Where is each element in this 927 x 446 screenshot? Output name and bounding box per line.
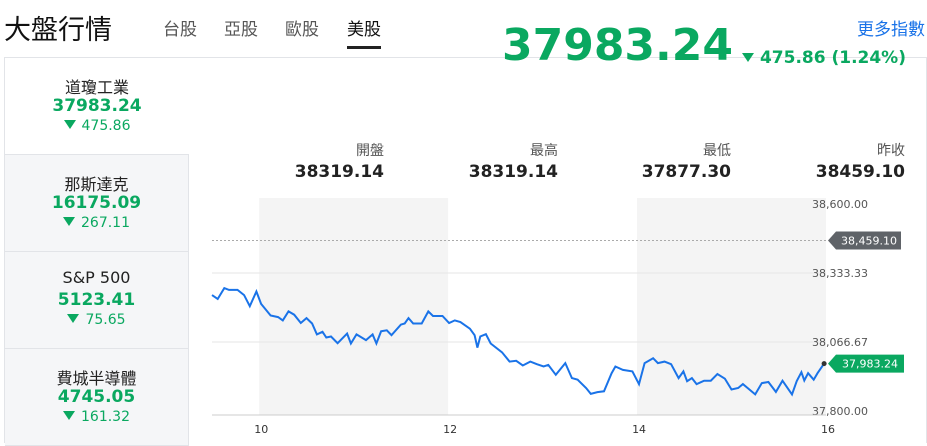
down-triangle-icon [63, 217, 75, 226]
x-tick-label: 16 [821, 423, 835, 436]
index-item-nasdaq[interactable]: 那斯達克 16175.09 267.11 [5, 155, 189, 252]
stat-prev-close: 昨收 38459.10 [816, 140, 905, 182]
stat-value: 37877.30 [641, 162, 731, 182]
index-name: 那斯達克 [64, 175, 129, 194]
index-item-sp500[interactable]: S&P 500 5123.41 75.65 [5, 252, 189, 349]
index-change: 161.32 [81, 409, 130, 425]
tab-asia[interactable]: 亞股 [224, 20, 258, 40]
index-price: 16175.09 [51, 193, 142, 213]
index-change: 75.65 [85, 312, 126, 328]
more-indices-link[interactable]: 更多指數 [857, 20, 925, 40]
stat-low: 最低 37877.30 [642, 140, 731, 182]
stat-value: 38459.10 [815, 162, 905, 182]
price-change: 475.86 (1.24%) [741, 48, 906, 68]
tab-europe[interactable]: 歐股 [285, 20, 319, 40]
down-triangle-icon [67, 314, 80, 323]
stat-value: 38319.14 [294, 162, 384, 182]
price-line [211, 286, 825, 397]
index-price: 5123.41 [57, 290, 136, 310]
stat-open: 開盤 38319.14 [295, 140, 384, 182]
index-name: 費城半導體 [56, 369, 137, 388]
stat-value: 38319.14 [468, 162, 558, 182]
y-tick-label: 38,333.33 [812, 267, 868, 280]
stat-label: 開盤 [356, 143, 384, 159]
page-title: 大盤行情 [4, 15, 112, 46]
stat-label: 最低 [703, 143, 731, 159]
stat-label: 昨收 [877, 143, 905, 159]
index-list: 道瓊工業 37983.24 475.86 那斯達克 16175.09 267.1… [5, 58, 189, 446]
last-point [821, 361, 827, 367]
current-price: 37983.24 [501, 20, 733, 71]
y-tick-label: 38,600.00 [812, 198, 868, 211]
tab-us[interactable]: 美股 [347, 15, 381, 49]
price-change-text: 475.86 (1.24%) [759, 48, 906, 68]
last-price-label: 37,983.24 [842, 358, 898, 371]
index-price: 4745.05 [57, 387, 136, 407]
index-item-dow[interactable]: 道瓊工業 37983.24 475.86 [5, 58, 189, 155]
index-name: S&P 500 [62, 268, 131, 287]
index-name: 道瓊工業 [64, 78, 129, 97]
index-change: 267.11 [81, 215, 130, 231]
x-tick-label: 14 [632, 423, 646, 436]
x-tick-label: 10 [254, 423, 268, 436]
tab-tw[interactable]: 台股 [163, 20, 197, 40]
index-change: 475.86 [81, 118, 131, 134]
market-panel: 道瓊工業 37983.24 475.86 那斯達克 16175.09 267.1… [4, 57, 927, 446]
prev-close-label: 38,459.10 [841, 234, 897, 247]
prev-close-tag [828, 231, 901, 250]
last-price-tag [828, 354, 904, 373]
down-triangle-icon [63, 411, 75, 420]
stat-high: 最高 38319.14 [469, 140, 558, 182]
down-triangle-icon [63, 120, 76, 129]
stat-label: 最高 [530, 143, 558, 159]
y-tick-label: 37,800.00 [812, 405, 868, 418]
index-item-sox[interactable]: 費城半導體 4745.05 161.32 [5, 349, 189, 446]
index-price: 37983.24 [52, 96, 142, 116]
shaded-band [637, 198, 826, 415]
down-triangle-icon [741, 53, 754, 62]
y-tick-label: 38,066.67 [812, 336, 868, 349]
shaded-band [259, 198, 449, 415]
x-tick-label: 12 [443, 423, 457, 436]
intraday-chart[interactable]: 38,600.00 38,333.33 38,066.67 37,800.00 10 12… [200, 190, 927, 443]
